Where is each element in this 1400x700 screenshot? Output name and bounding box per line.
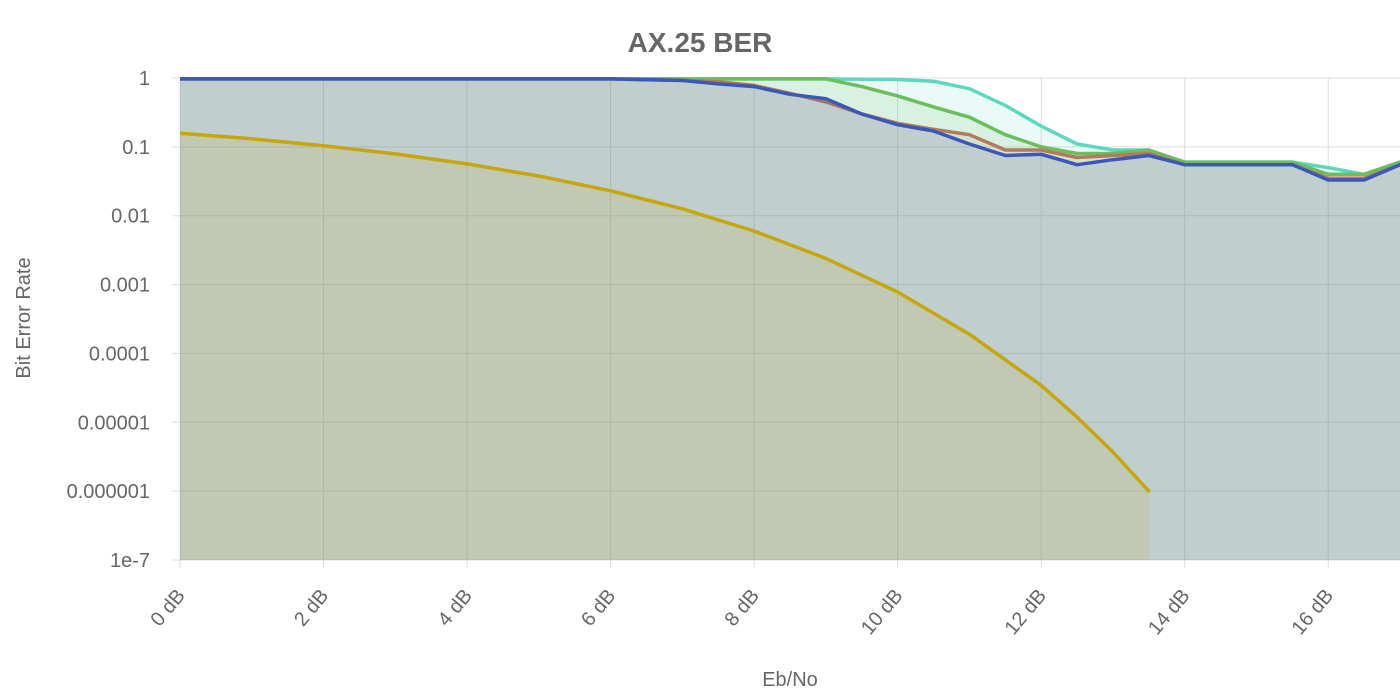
series-line-5 [180,131,1151,493]
x-tick-label: 16 dB [1288,585,1338,639]
x-tick-label: 8 dB [721,585,764,631]
x-axis-title: Eb/No [762,669,818,691]
x-tick-label: 6 dB [577,585,620,631]
x-tick-label: 12 dB [1001,585,1051,639]
chart-title: AX.25 BER [628,27,773,58]
x-tick-label: 14 dB [1144,585,1194,639]
y-tick-label: 0.0001 [89,343,150,365]
y-tick-label: 0.1 [122,137,150,159]
y-tick-label: 0.001 [100,275,150,297]
y-axis: 1 0.1 0.01 0.001 0.0001 0.00001 0.000001 1e-7 [67,68,150,572]
series-area-4 [180,78,1400,561]
series-area-2 [180,78,1400,561]
y-tick-label: 0.00001 [78,412,150,434]
x-tick-label: 2 dB [290,585,333,631]
y-tick-label: 0.000001 [67,481,150,503]
x-tick-label: 10 dB [857,585,907,639]
x-axis: 0 dB 2 dB 4 dB 6 dB 8 dB 10 dB 12 dB 14 dB 16 dB [147,585,1339,639]
y-tick-label: 1 [139,68,150,90]
x-tick-label: 0 dB [147,585,190,631]
x-tick-label: 4 dB [434,585,477,631]
y-axis-title: Bit Error Rate [13,257,35,378]
y-tick-label: 0.01 [111,206,150,228]
grid [172,77,1400,568]
series-line-4 [180,77,1400,182]
series-area-5 [180,133,1149,560]
series-layer [180,77,1400,561]
series-area-1 [180,78,1400,561]
series-area-3 [180,78,1400,561]
y-tick-label: 1e-7 [110,550,150,572]
